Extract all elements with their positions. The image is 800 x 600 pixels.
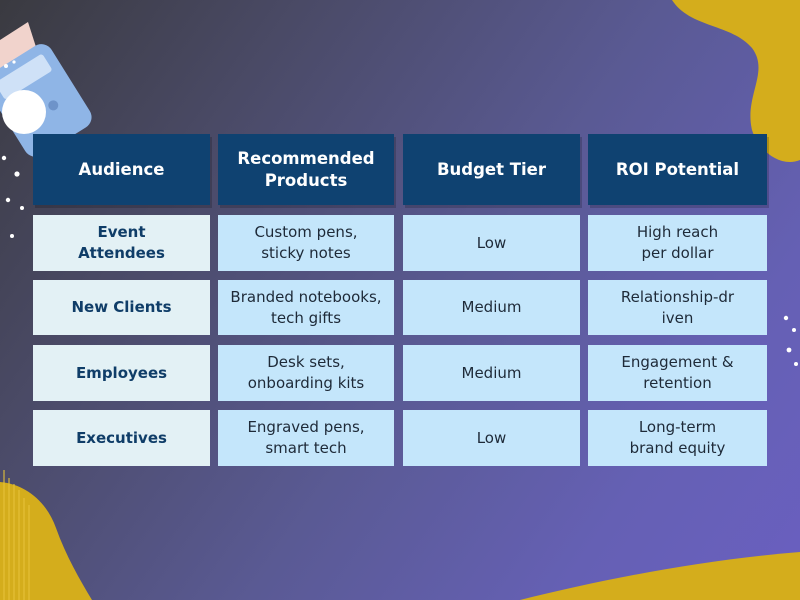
budget-label: Medium — [461, 363, 522, 382]
yellow-wave-bottom-right — [520, 552, 800, 600]
header-budget-tier: Budget Tier — [403, 134, 580, 205]
confetti-left — [1, 155, 24, 238]
products-label: Branded notebooks, tech gifts — [230, 287, 382, 327]
header-budget-tier-label: Budget Tier — [436, 159, 546, 179]
row-employees-budget: Medium — [403, 345, 580, 401]
row-event-attendees-budget: Low — [403, 215, 580, 271]
roi-label: Relationship-driven — [620, 287, 735, 327]
calculator-round-button — [2, 90, 46, 134]
yellow-blob-bottom-left — [0, 482, 92, 600]
audience-label: Employees — [75, 363, 168, 382]
roi-label: Long-term brand equity — [629, 418, 726, 457]
row-executives-products: Engraved pens, smart tech — [218, 410, 394, 466]
confetti-right — [783, 315, 798, 366]
row-executives-roi: Long-term brand equity — [588, 410, 767, 466]
roi-label: High reach per dollar — [636, 223, 719, 262]
header-audience-label: Audience — [78, 159, 165, 179]
audience-label: Executives — [76, 428, 167, 447]
header-recommended-products: Recommended Products — [218, 134, 394, 205]
header-recommended-products-label: Recommended Products — [237, 148, 375, 190]
row-employees-products: Desk sets, onboarding kits — [218, 345, 394, 401]
products-label: Engraved pens, smart tech — [247, 418, 365, 457]
budget-label: Low — [476, 233, 507, 252]
header-roi-potential: ROI Potential — [588, 134, 767, 205]
yellow-blob-top-right — [672, 0, 800, 162]
row-executives-budget: Low — [403, 410, 580, 466]
audience-label: Event Attendees — [78, 223, 165, 262]
header-roi-potential-label: ROI Potential — [615, 159, 740, 179]
roi-label: Engagement & retention — [621, 353, 734, 392]
calculator-pin — [4, 64, 8, 68]
row-new-clients-audience: New Clients — [33, 280, 210, 335]
row-employees-audience: Employees — [33, 345, 210, 401]
header-audience: Audience — [33, 134, 210, 205]
row-executives-audience: Executives — [33, 410, 210, 466]
budget-label: Low — [476, 428, 507, 447]
row-new-clients-budget: Medium — [403, 280, 580, 335]
row-event-attendees-roi: High reach per dollar — [588, 215, 767, 271]
row-new-clients-roi: Relationship-driven — [588, 280, 767, 335]
products-label: Desk sets, onboarding kits — [247, 353, 365, 392]
audience-label: New Clients — [71, 298, 172, 316]
products-label: Custom pens, sticky notes — [254, 223, 358, 262]
row-new-clients-products: Branded notebooks, tech gifts — [218, 280, 394, 335]
budget-label: Medium — [461, 298, 522, 316]
row-employees-roi: Engagement & retention — [588, 345, 767, 401]
row-event-attendees-products: Custom pens, sticky notes — [218, 215, 394, 271]
stripe-pattern-bottom-left — [3, 470, 30, 600]
row-event-attendees-audience: Event Attendees — [33, 215, 210, 271]
